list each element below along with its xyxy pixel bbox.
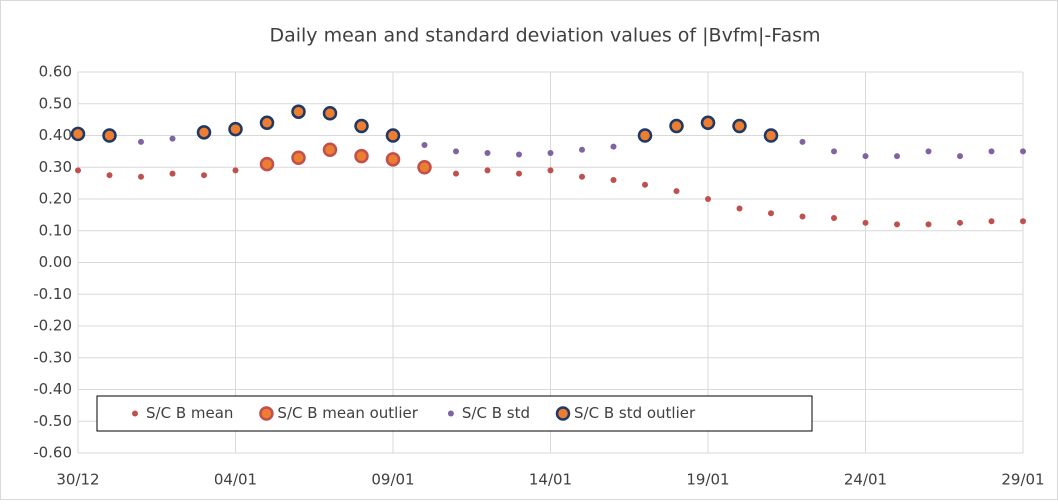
marker [132,410,138,417]
point [138,138,144,145]
legend-label: S/C B std outlier [574,404,696,422]
y-tick-label: 0.60 [39,63,72,81]
point [259,115,275,131]
point [957,153,963,160]
point [799,213,806,220]
point [925,148,932,155]
point [732,118,747,134]
legend-label: S/C B std [462,404,530,422]
point [102,128,117,143]
y-tick-label: -0.50 [33,412,72,430]
y-tick-label: 0.30 [39,158,72,176]
x-tick-label: 29/01 [1001,471,1044,489]
marker [259,406,274,421]
point [610,176,617,183]
point [201,172,207,179]
x-tick-label: 04/01 [214,471,257,489]
point [925,221,932,228]
point [1020,148,1026,155]
point [894,221,900,228]
point [579,146,585,153]
point [988,148,995,155]
point [417,160,432,175]
chart-title: Daily mean and standard deviation values… [269,25,820,47]
point [106,172,113,179]
point [799,138,806,145]
point [673,188,680,195]
point [453,148,459,155]
y-tick-label: -0.10 [33,285,72,303]
point [453,170,459,177]
point [70,126,86,142]
point [763,128,779,143]
legend-box [96,395,813,432]
point [988,218,995,225]
x-tick-label: 14/01 [529,471,572,489]
y-tick-label: 0.40 [39,126,72,144]
y-tick-label: -0.60 [33,444,72,462]
point [637,128,653,143]
x-tick-label: 24/01 [844,471,887,489]
point [484,149,491,156]
point [957,219,963,226]
point [516,170,522,177]
point [196,125,212,140]
point [894,153,900,160]
point [291,150,306,165]
point [862,153,869,160]
y-tick-label: -0.30 [33,348,72,366]
point [831,215,837,222]
point [322,142,338,158]
point [669,118,684,134]
point [232,167,239,174]
point [700,115,716,131]
y-tick-label: 0.50 [39,94,72,112]
point [547,167,554,174]
legend-label: S/C B mean outlier [277,404,418,422]
point [579,173,585,180]
x-tick-label: 19/01 [686,471,729,489]
point [642,181,648,188]
marker [447,410,454,417]
marker [555,406,571,421]
point [484,167,491,174]
x-tick-label: 09/01 [371,471,414,489]
point [138,173,144,180]
point [385,152,401,167]
point [385,128,401,143]
point [516,151,522,158]
point [354,118,369,134]
point [291,104,306,119]
point [322,106,338,121]
point [259,156,275,172]
y-tick-label: 0.20 [39,190,72,208]
point [354,148,369,164]
y-tick-label: -0.40 [33,380,72,398]
point [831,148,837,155]
y-tick-label: -0.20 [33,317,72,335]
point [547,149,554,156]
point [736,205,743,212]
point [421,142,428,149]
y-tick-label: 0.00 [39,253,72,271]
point [169,170,176,177]
point [1020,218,1026,225]
point [610,143,617,150]
point [169,135,176,142]
point [705,196,711,202]
x-tick-label: 30/12 [56,471,99,489]
y-tick-label: 0.10 [39,221,72,239]
point [768,210,774,217]
point [862,219,869,226]
point [75,167,81,174]
legend-label: S/C B mean [146,404,233,422]
point [228,121,243,137]
